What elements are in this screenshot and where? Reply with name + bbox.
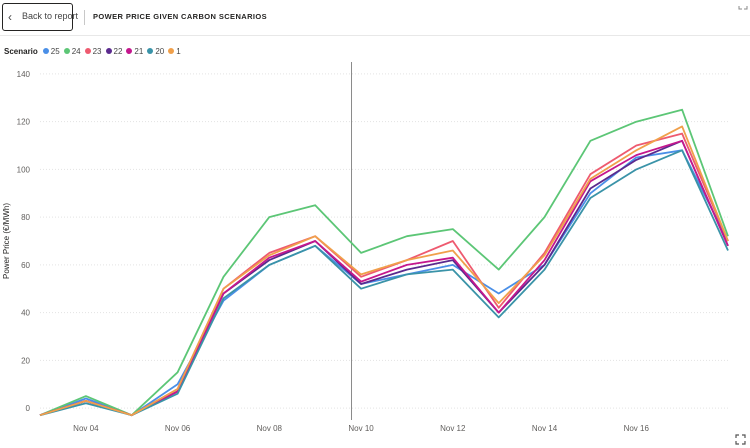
y-tick-label: 100 bbox=[17, 165, 31, 174]
series-line-21 bbox=[39, 139, 729, 417]
top-bar: ‹ Back to report POWER PRICE GIVEN CARBO… bbox=[0, 0, 750, 36]
series-line-25 bbox=[39, 149, 729, 417]
y-tick-label: 80 bbox=[21, 213, 30, 222]
x-tick-label: Nov 12 bbox=[440, 424, 466, 433]
expand-icon[interactable] bbox=[736, 0, 750, 10]
legend-label: 22 bbox=[113, 46, 123, 56]
legend-swatch bbox=[84, 48, 91, 54]
y-tick-label: 20 bbox=[21, 356, 30, 365]
chart-legend: Scenario 25 24 23 22 21 20 1 bbox=[4, 45, 185, 57]
back-to-report-button[interactable]: ‹ Back to report bbox=[2, 3, 78, 31]
line-chart[interactable]: 0 20 40 60 80 100 120 140 Nov 04 Nov 06 Nov 08 Nov … bbox=[0, 58, 750, 448]
x-tick-label: Nov 06 bbox=[165, 424, 191, 433]
legend-label: 24 bbox=[71, 46, 81, 56]
legend-item-20[interactable]: 20 bbox=[147, 47, 164, 56]
legend-label: 23 bbox=[92, 46, 102, 56]
legend-item-1[interactable]: 1 bbox=[168, 46, 181, 56]
x-tick-label: Nov 10 bbox=[348, 424, 374, 433]
legend-label: 21 bbox=[134, 46, 144, 56]
legend-label: 1 bbox=[176, 46, 181, 56]
series-line-22 bbox=[39, 139, 729, 417]
series-line-1 bbox=[39, 125, 729, 417]
y-tick-label: 140 bbox=[17, 70, 31, 79]
x-tick-label: Nov 14 bbox=[532, 424, 558, 433]
legend-item-23[interactable]: 23 bbox=[84, 46, 102, 56]
focus-mode-icon[interactable] bbox=[735, 434, 746, 445]
legend-label: 25 bbox=[50, 46, 60, 56]
chevron-left-icon: ‹ bbox=[8, 10, 12, 24]
legend-swatch bbox=[63, 48, 70, 54]
legend-swatch bbox=[126, 48, 133, 54]
legend-items: 25 24 23 22 21 20 1 bbox=[42, 46, 185, 56]
y-tick-label: 0 bbox=[26, 404, 31, 413]
legend-label: 20 bbox=[155, 46, 165, 56]
x-tick-label: Nov 04 bbox=[73, 424, 99, 433]
x-tick-label: Nov 08 bbox=[257, 424, 283, 433]
y-tick-label: 120 bbox=[17, 118, 31, 127]
y-tick-label: 40 bbox=[21, 309, 30, 318]
series-line-20 bbox=[39, 149, 729, 417]
back-button-label: Back to report bbox=[22, 11, 79, 21]
legend-item-25[interactable]: 25 bbox=[42, 46, 60, 56]
series-line-24 bbox=[39, 108, 729, 417]
legend-item-22[interactable]: 22 bbox=[105, 46, 123, 56]
legend-swatch bbox=[105, 48, 112, 54]
legend-swatch bbox=[42, 48, 49, 54]
legend-swatch bbox=[168, 48, 175, 54]
page-title: POWER PRICE GIVEN CARBON SCENARIOS bbox=[93, 12, 268, 21]
y-tick-label: 60 bbox=[21, 261, 30, 270]
legend-item-24[interactable]: 24 bbox=[63, 46, 81, 56]
x-tick-label: Nov 16 bbox=[624, 424, 650, 433]
legend-swatch bbox=[147, 48, 154, 54]
legend-title: Scenario bbox=[4, 46, 38, 56]
header-divider bbox=[84, 10, 85, 25]
legend-item-21[interactable]: 21 bbox=[126, 47, 143, 56]
y-axis-label: Power Price (€/MWh) bbox=[2, 203, 11, 279]
